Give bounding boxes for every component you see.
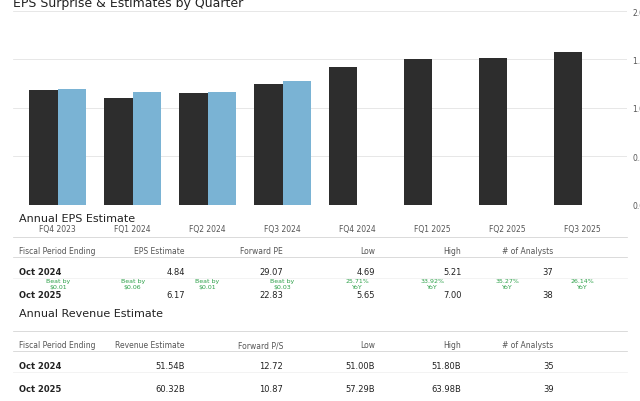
Text: Oct 2025: Oct 2025 — [19, 290, 61, 299]
Text: 12.72: 12.72 — [259, 361, 283, 371]
Text: 6.17: 6.17 — [166, 290, 185, 299]
Text: 35.27%
YoY: 35.27% YoY — [495, 279, 519, 289]
Bar — [329, 68, 358, 205]
Bar — [554, 53, 582, 205]
Text: Annual EPS Estimate: Annual EPS Estimate — [19, 214, 135, 224]
Text: Forward P/S: Forward P/S — [238, 340, 283, 349]
Text: Revenue Estimate: Revenue Estimate — [115, 340, 185, 349]
Bar — [29, 91, 58, 205]
Text: 51.54B: 51.54B — [156, 361, 185, 371]
Text: # of Analysts: # of Analysts — [502, 246, 554, 255]
Text: Beat by
$0.01: Beat by $0.01 — [45, 279, 70, 289]
Bar — [254, 85, 282, 205]
Text: 51.80B: 51.80B — [432, 361, 461, 371]
Text: 63.98B: 63.98B — [431, 384, 461, 393]
Bar — [58, 90, 86, 205]
Text: 51.00B: 51.00B — [346, 361, 375, 371]
Text: Forward PE: Forward PE — [241, 246, 283, 255]
Bar — [179, 94, 207, 205]
Bar — [404, 60, 433, 205]
Text: 5.21: 5.21 — [443, 267, 461, 276]
Bar — [104, 99, 132, 205]
Text: 38: 38 — [543, 290, 554, 299]
Text: Low: Low — [360, 246, 375, 255]
Text: 4.69: 4.69 — [356, 267, 375, 276]
Bar — [479, 59, 508, 205]
Text: 26.14%
YoY: 26.14% YoY — [570, 279, 594, 289]
Text: Oct 2024: Oct 2024 — [19, 361, 61, 371]
Bar — [132, 93, 161, 205]
Text: 39: 39 — [543, 384, 554, 393]
Bar — [282, 81, 311, 205]
Text: 57.29B: 57.29B — [346, 384, 375, 393]
Text: Fiscal Period Ending: Fiscal Period Ending — [19, 246, 95, 255]
Text: Beat by
$0.06: Beat by $0.06 — [120, 279, 145, 289]
Text: 10.87: 10.87 — [259, 384, 283, 393]
Text: 22.83: 22.83 — [259, 290, 283, 299]
Text: 25.71%
YoY: 25.71% YoY — [346, 279, 369, 289]
Bar — [207, 93, 236, 205]
Text: 5.65: 5.65 — [356, 290, 375, 299]
Text: Fiscal Period Ending: Fiscal Period Ending — [19, 340, 95, 349]
Text: 60.32B: 60.32B — [155, 384, 185, 393]
Text: 4.84: 4.84 — [166, 267, 185, 276]
Text: 33.92%
YoY: 33.92% YoY — [420, 279, 444, 289]
Text: Low: Low — [360, 340, 375, 349]
Text: Oct 2024: Oct 2024 — [19, 267, 61, 276]
Text: # of Analysts: # of Analysts — [502, 340, 554, 349]
Text: Oct 2025: Oct 2025 — [19, 384, 61, 393]
Text: 29.07: 29.07 — [259, 267, 283, 276]
Text: Annual Revenue Estimate: Annual Revenue Estimate — [19, 308, 163, 318]
Text: Beat by
$0.03: Beat by $0.03 — [271, 279, 294, 289]
Text: 7.00: 7.00 — [443, 290, 461, 299]
Text: 37: 37 — [543, 267, 554, 276]
Text: High: High — [444, 340, 461, 349]
Text: Beat by
$0.01: Beat by $0.01 — [195, 279, 220, 289]
Text: EPS Surprise & Estimates by Quarter: EPS Surprise & Estimates by Quarter — [13, 0, 243, 10]
Text: 35: 35 — [543, 361, 554, 371]
Text: EPS Estimate: EPS Estimate — [134, 246, 185, 255]
Text: High: High — [444, 246, 461, 255]
